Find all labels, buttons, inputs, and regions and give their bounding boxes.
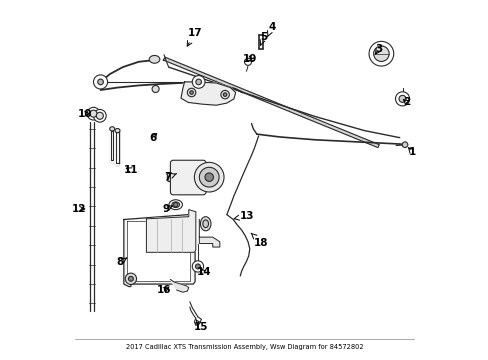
Circle shape bbox=[398, 95, 405, 102]
Text: 10: 10 bbox=[78, 109, 92, 119]
Text: 9: 9 bbox=[163, 204, 172, 214]
Polygon shape bbox=[127, 221, 189, 280]
Circle shape bbox=[96, 112, 103, 119]
Circle shape bbox=[401, 142, 407, 148]
Circle shape bbox=[368, 41, 393, 66]
Text: 2017 Cadillac XTS Transmission Assembly, Wsw Diagram for 84572802: 2017 Cadillac XTS Transmission Assembly,… bbox=[125, 343, 363, 350]
Ellipse shape bbox=[203, 220, 208, 228]
Text: 11: 11 bbox=[123, 165, 138, 175]
Circle shape bbox=[223, 93, 226, 96]
Text: 1: 1 bbox=[407, 147, 415, 157]
Circle shape bbox=[192, 76, 204, 88]
Text: 12: 12 bbox=[71, 204, 86, 214]
Circle shape bbox=[194, 162, 224, 192]
Text: 15: 15 bbox=[194, 320, 208, 333]
Polygon shape bbox=[199, 220, 219, 247]
Polygon shape bbox=[163, 57, 379, 148]
Circle shape bbox=[93, 75, 107, 89]
Ellipse shape bbox=[200, 217, 210, 231]
Polygon shape bbox=[181, 82, 235, 105]
Circle shape bbox=[90, 110, 97, 117]
Polygon shape bbox=[146, 210, 195, 252]
Polygon shape bbox=[170, 279, 188, 292]
Text: 13: 13 bbox=[234, 211, 254, 221]
Circle shape bbox=[199, 167, 219, 187]
Circle shape bbox=[152, 85, 159, 93]
Text: 5: 5 bbox=[260, 32, 266, 45]
Circle shape bbox=[189, 91, 193, 94]
Circle shape bbox=[204, 173, 213, 181]
Text: 14: 14 bbox=[196, 267, 211, 278]
Text: 18: 18 bbox=[250, 233, 268, 248]
Ellipse shape bbox=[169, 200, 182, 210]
Ellipse shape bbox=[149, 55, 160, 63]
Circle shape bbox=[244, 58, 251, 66]
Text: 6: 6 bbox=[149, 133, 156, 143]
Circle shape bbox=[87, 107, 100, 120]
Circle shape bbox=[98, 79, 103, 85]
Ellipse shape bbox=[171, 202, 179, 207]
Text: 17: 17 bbox=[187, 27, 202, 46]
Text: 2: 2 bbox=[402, 98, 409, 107]
Ellipse shape bbox=[115, 129, 120, 133]
Text: 19: 19 bbox=[242, 54, 257, 64]
Polygon shape bbox=[123, 215, 195, 287]
Circle shape bbox=[221, 90, 229, 99]
Ellipse shape bbox=[109, 127, 114, 131]
Circle shape bbox=[93, 109, 106, 122]
Circle shape bbox=[128, 276, 133, 281]
Text: 4: 4 bbox=[267, 22, 275, 37]
Text: 7: 7 bbox=[163, 172, 176, 182]
Text: 3: 3 bbox=[374, 45, 382, 54]
Circle shape bbox=[373, 46, 388, 62]
Circle shape bbox=[395, 92, 409, 106]
Text: 16: 16 bbox=[157, 285, 171, 295]
Circle shape bbox=[195, 79, 201, 85]
Text: 8: 8 bbox=[117, 257, 126, 267]
Circle shape bbox=[187, 88, 195, 97]
Circle shape bbox=[125, 273, 136, 284]
Circle shape bbox=[195, 264, 200, 269]
FancyBboxPatch shape bbox=[170, 160, 205, 195]
Circle shape bbox=[173, 203, 178, 207]
Circle shape bbox=[192, 261, 203, 272]
